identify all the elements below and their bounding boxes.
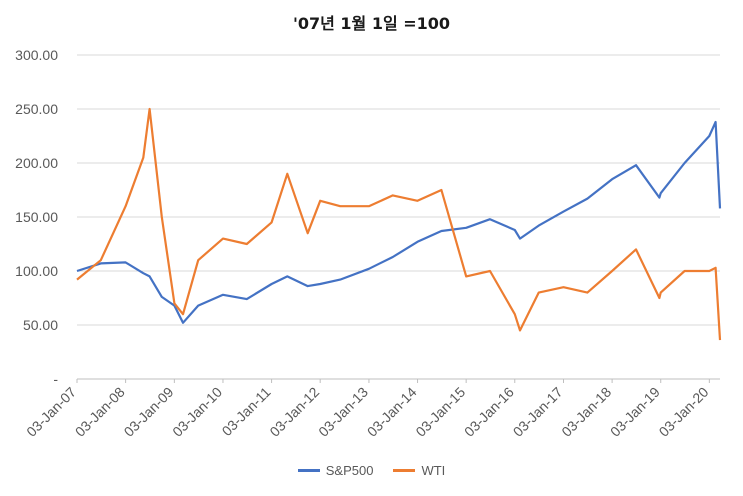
x-tick-label: 03-Jan-16 — [461, 384, 517, 440]
legend-label-sp500: S&P500 — [325, 463, 374, 478]
y-tick-label: 100.00 — [15, 263, 58, 279]
x-tick-label: 03-Jan-15 — [412, 384, 468, 440]
x-tick-label: 03-Jan-09 — [121, 384, 177, 440]
y-tick-label: 150.00 — [15, 209, 58, 225]
y-tick-label: 250.00 — [15, 101, 58, 117]
y-tick-label: 200.00 — [15, 155, 58, 171]
y-tick-label: - — [53, 371, 58, 387]
x-tick-label: 03-Jan-18 — [558, 384, 614, 440]
x-tick-label: 03-Jan-10 — [169, 384, 225, 440]
legend-item-sp500: S&P500 — [297, 463, 374, 478]
x-tick-label: 03-Jan-14 — [364, 384, 420, 440]
legend-label-wti: WTI — [421, 463, 446, 478]
x-tick-label: 03-Jan-11 — [219, 384, 274, 439]
series-line-sp500 — [76, 120, 722, 324]
legend-item-wti: WTI — [393, 463, 445, 478]
legend: S&P500 WTI — [0, 463, 743, 478]
legend-swatch-sp500 — [297, 469, 320, 472]
y-tick-label: 50.00 — [23, 317, 58, 333]
x-tick-label: 03-Jan-07 — [23, 384, 79, 440]
legend-swatch-wti — [393, 469, 416, 472]
series-line-wti — [76, 107, 722, 341]
x-tick-label: 03-Jan-17 — [510, 384, 566, 440]
x-tick-label: 03-Jan-12 — [266, 384, 322, 440]
x-tick-label: 03-Jan-08 — [72, 384, 128, 440]
y-tick-label: 300.00 — [15, 47, 58, 63]
x-tick-label: 03-Jan-13 — [315, 384, 371, 440]
x-tick-label: 03-Jan-19 — [607, 384, 663, 440]
chart-title: '07년 1월 1일 =100 — [292, 14, 451, 33]
x-tick-label: 03-Jan-20 — [656, 384, 712, 440]
